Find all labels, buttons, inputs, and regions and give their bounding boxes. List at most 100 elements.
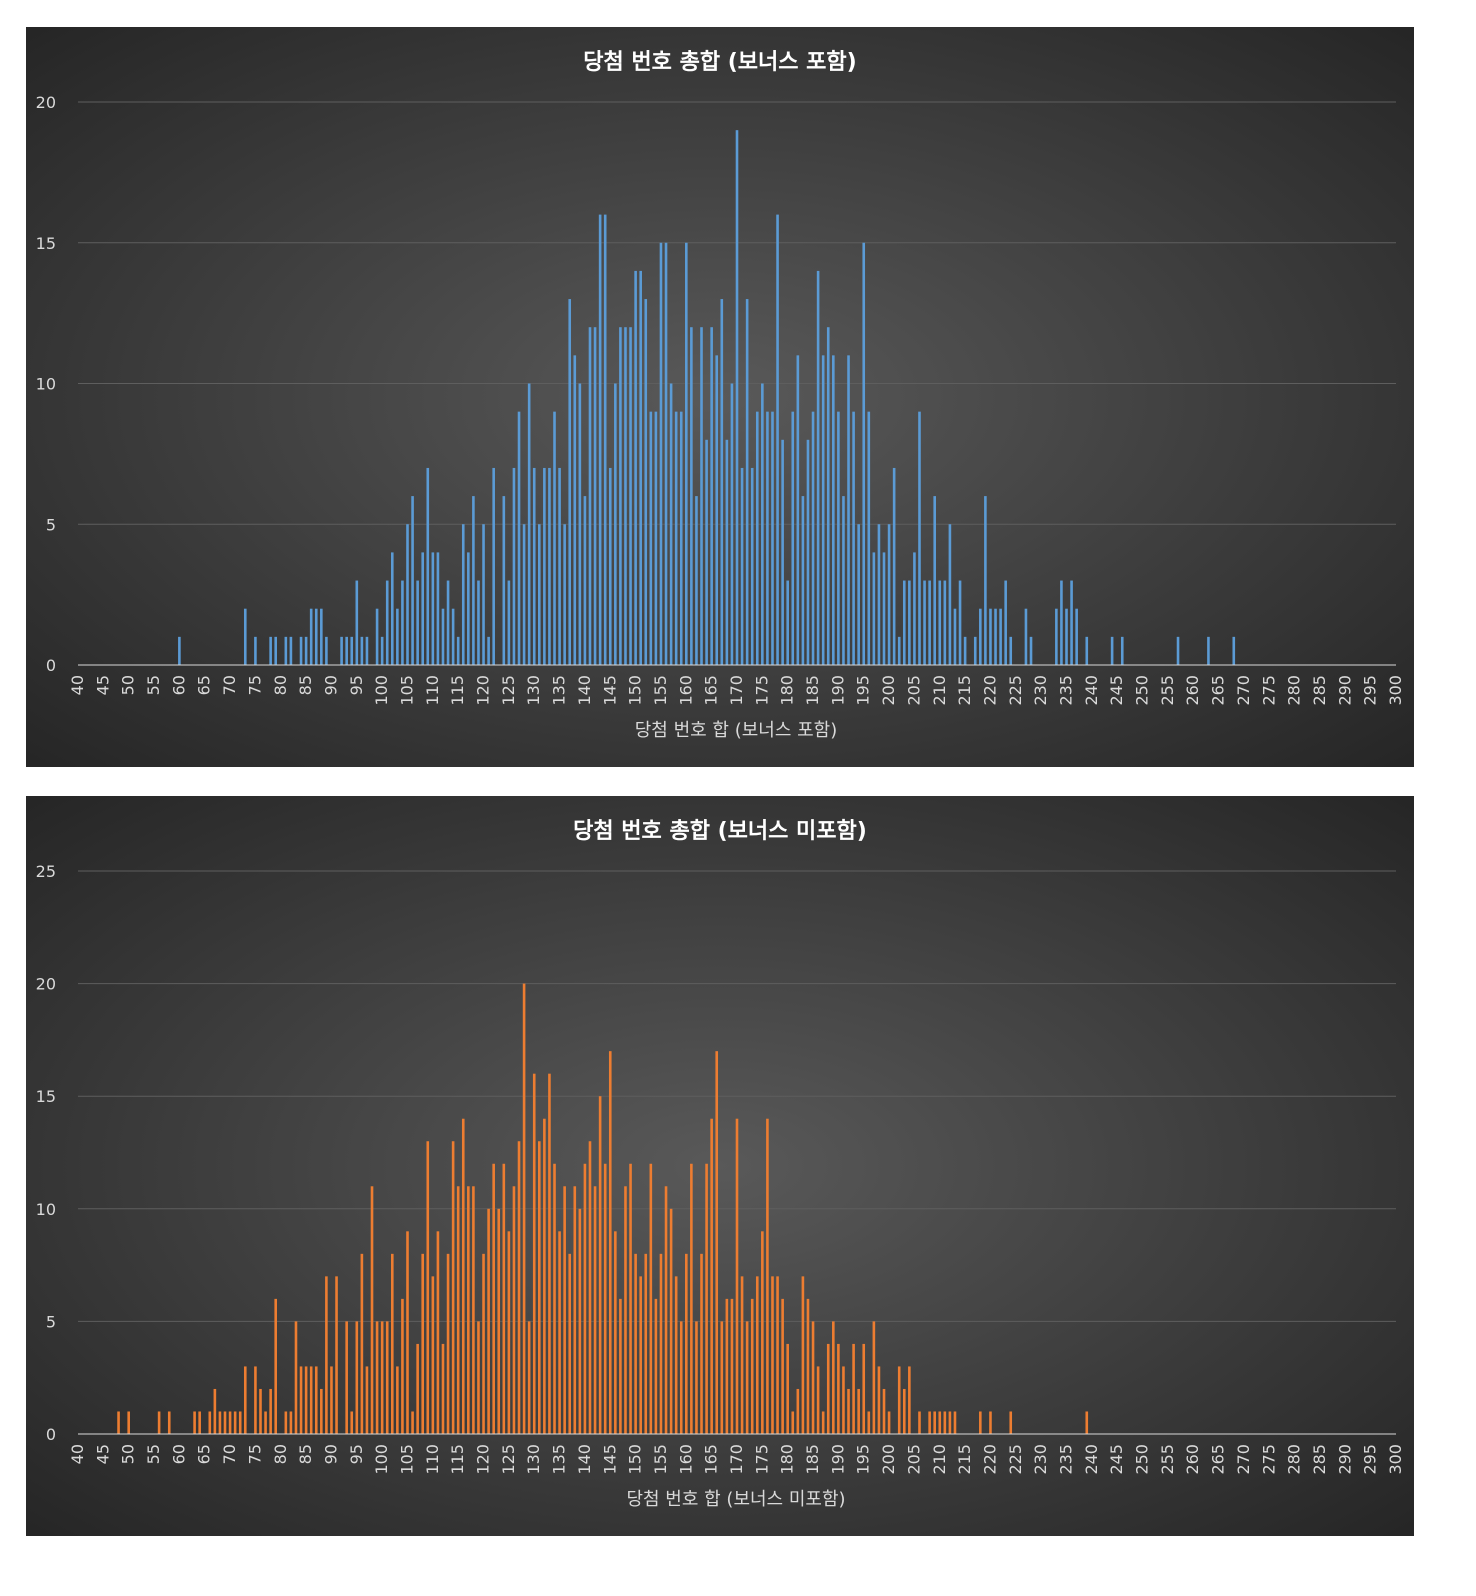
bar: [325, 1276, 328, 1434]
bar: [826, 1343, 830, 1434]
bar: [598, 1096, 602, 1434]
bar: [659, 242, 663, 665]
bar: [867, 411, 871, 665]
x-tick-label: 180: [778, 1444, 797, 1475]
chart-title: 당첨 번호 총합 (보너스 포함): [583, 49, 856, 75]
x-tick-label: 120: [474, 675, 493, 706]
bar: [375, 1321, 379, 1434]
bar: [117, 1411, 120, 1434]
bar: [553, 1163, 556, 1434]
bar: [1065, 608, 1068, 665]
bar: [380, 636, 384, 665]
bar: [1085, 636, 1089, 665]
x-tick-label: 100: [372, 675, 391, 706]
bar: [527, 383, 531, 665]
bar: [761, 1231, 764, 1434]
x-tick-label: 265: [1209, 1444, 1228, 1475]
bar: [776, 214, 779, 665]
bar: [259, 1388, 262, 1434]
bar: [740, 1276, 744, 1434]
x-axis-label: 당첨 번호 합 (보너스 미포함): [626, 1489, 845, 1510]
bar: [811, 1321, 815, 1434]
bar: [233, 1411, 237, 1434]
bar: [953, 1411, 957, 1434]
bar: [801, 1276, 805, 1434]
panel: [26, 796, 1414, 1536]
bar: [446, 1253, 450, 1434]
bar: [867, 1411, 871, 1434]
bar: [289, 1411, 293, 1434]
x-tick-label: 270: [1234, 675, 1253, 706]
bar: [619, 327, 622, 665]
bar: [507, 580, 511, 665]
bar: [664, 242, 668, 665]
bar: [527, 1321, 531, 1434]
x-tick-label: 295: [1361, 1444, 1380, 1475]
x-tick-label: 220: [980, 1444, 999, 1475]
bar: [821, 1411, 825, 1434]
bar: [821, 355, 825, 665]
bar: [304, 1366, 308, 1434]
bar: [902, 580, 906, 665]
bar: [517, 1141, 521, 1434]
bar: [548, 1073, 551, 1434]
bar: [771, 411, 774, 665]
bar: [269, 1388, 272, 1434]
bar: [487, 1208, 490, 1434]
bar: [776, 1276, 779, 1434]
bar: [421, 1253, 425, 1434]
bar: [467, 552, 470, 665]
x-tick-label: 55: [144, 675, 163, 695]
bar: [832, 1321, 835, 1434]
bar: [649, 1163, 653, 1434]
bar: [396, 1366, 399, 1434]
x-tick-label: 240: [1082, 675, 1101, 706]
bar: [436, 552, 440, 665]
bar: [989, 608, 992, 665]
x-tick-label: 160: [676, 675, 695, 706]
bar: [456, 1186, 460, 1434]
bar: [786, 1343, 789, 1434]
bar: [862, 1343, 866, 1434]
bar: [664, 1186, 668, 1434]
bar: [289, 636, 293, 665]
bar: [705, 439, 708, 665]
bar: [877, 1366, 881, 1434]
bar: [446, 580, 450, 665]
bar: [517, 411, 521, 665]
x-tick-label: 235: [1057, 1444, 1076, 1475]
bar: [730, 1298, 734, 1434]
bar: [309, 1366, 313, 1434]
bar: [690, 327, 693, 665]
bar: [735, 130, 739, 665]
bar: [411, 496, 414, 665]
bar: [994, 608, 997, 665]
x-tick-label: 50: [119, 675, 138, 695]
bar: [842, 496, 845, 665]
x-tick-label: 265: [1209, 675, 1228, 706]
x-tick-label: 280: [1285, 675, 1304, 706]
bar: [1024, 608, 1028, 665]
x-tick-label: 80: [271, 1444, 290, 1464]
bar: [745, 1321, 749, 1434]
bar: [198, 1411, 201, 1434]
bar: [568, 299, 572, 665]
bar: [456, 636, 460, 665]
bar: [730, 383, 734, 665]
x-tick-label: 250: [1133, 1444, 1152, 1475]
x-tick-label: 120: [474, 1444, 493, 1475]
x-tick-label: 275: [1259, 1444, 1278, 1475]
y-tick-label: 15: [36, 1087, 56, 1106]
x-tick-label: 125: [499, 1444, 518, 1475]
x-tick-label: 270: [1234, 1444, 1253, 1475]
x-tick-label: 230: [1031, 1444, 1050, 1475]
bar: [608, 1051, 612, 1434]
bar: [441, 1343, 445, 1434]
bar: [299, 636, 303, 665]
x-tick-label: 90: [321, 1444, 340, 1464]
bar: [385, 580, 389, 665]
bar: [923, 580, 926, 665]
bar: [897, 636, 901, 665]
bar: [674, 411, 678, 665]
bar: [755, 1276, 759, 1434]
